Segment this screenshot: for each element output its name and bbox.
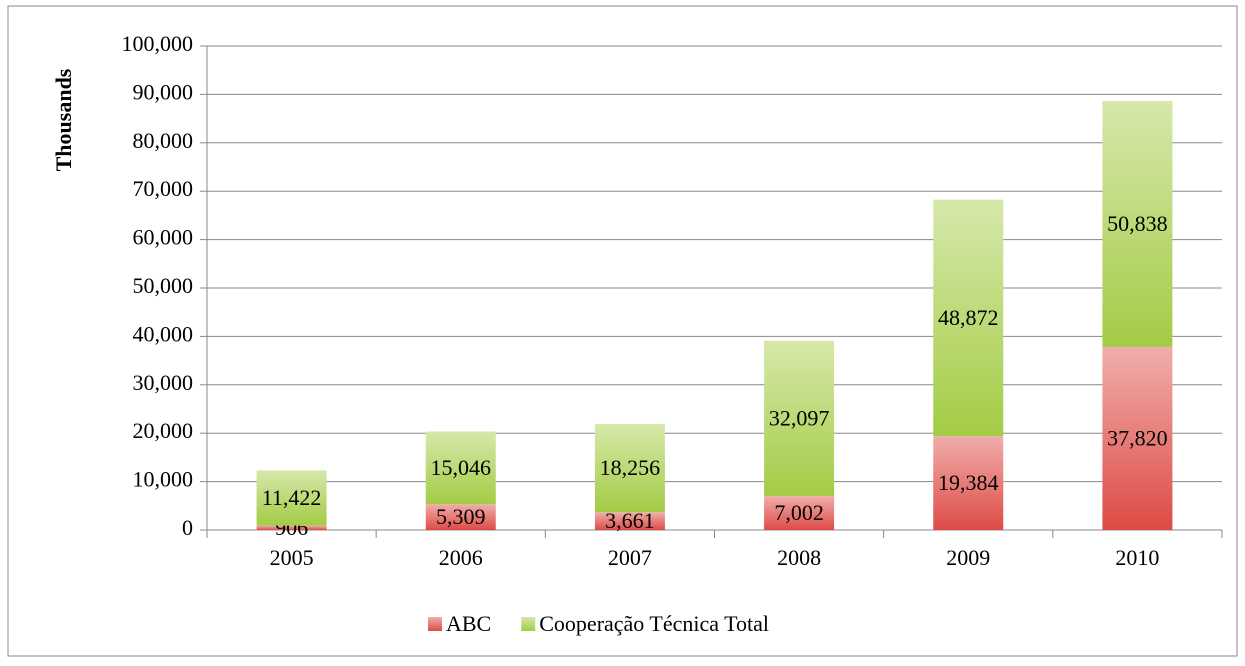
x-tick-label: 2006 (439, 545, 483, 570)
x-tick-label: 2010 (1115, 545, 1159, 570)
legend-swatch (521, 617, 536, 631)
y-axis-title: Thousands (51, 68, 76, 171)
bar-segment (1102, 346, 1173, 530)
data-label: 3,661 (605, 508, 655, 533)
data-label: 5,309 (436, 504, 486, 529)
data-label: 50,838 (1107, 211, 1168, 236)
x-tick-label: 2005 (270, 545, 314, 570)
bar-segment (594, 423, 665, 513)
data-label: 37,820 (1107, 426, 1168, 451)
bar-segment (425, 504, 496, 530)
y-tick-label: 30,000 (133, 370, 194, 395)
y-tick-label: 20,000 (133, 418, 194, 443)
bar-segment (933, 436, 1004, 530)
bar-segment (764, 496, 835, 530)
y-tick-label: 100,000 (122, 31, 194, 56)
data-label: 48,872 (938, 305, 999, 330)
y-tick-label: 60,000 (133, 225, 194, 250)
y-tick-label: 0 (182, 515, 193, 540)
chart-frame (7, 5, 1238, 657)
y-tick-label: 80,000 (133, 128, 194, 153)
legend-label: ABC (446, 611, 491, 636)
bar-segment (425, 431, 496, 505)
data-label: 15,046 (431, 455, 492, 480)
y-tick-label: 40,000 (133, 321, 194, 346)
bar-segment (933, 199, 1004, 437)
y-tick-label: 10,000 (133, 467, 194, 492)
legend-swatch (428, 617, 442, 631)
data-label: 32,097 (769, 405, 830, 430)
data-label: 19,384 (938, 470, 999, 495)
legend-label: Cooperação Técnica Total (539, 611, 769, 636)
bar-segment (764, 340, 835, 497)
y-tick-label: 70,000 (133, 176, 194, 201)
y-tick-label: 90,000 (133, 79, 194, 104)
data-label: 18,256 (600, 455, 661, 480)
data-label: 11,422 (262, 485, 322, 510)
x-tick-label: 2007 (608, 545, 652, 570)
x-tick-label: 2009 (946, 545, 990, 570)
bar-segment (1102, 100, 1173, 347)
bar-segment (256, 470, 327, 526)
y-tick-label: 50,000 (133, 273, 194, 298)
x-tick-label: 2008 (777, 545, 821, 570)
bar-segment (594, 512, 665, 530)
bar-segment (256, 525, 327, 530)
data-label: 7,002 (774, 500, 824, 525)
